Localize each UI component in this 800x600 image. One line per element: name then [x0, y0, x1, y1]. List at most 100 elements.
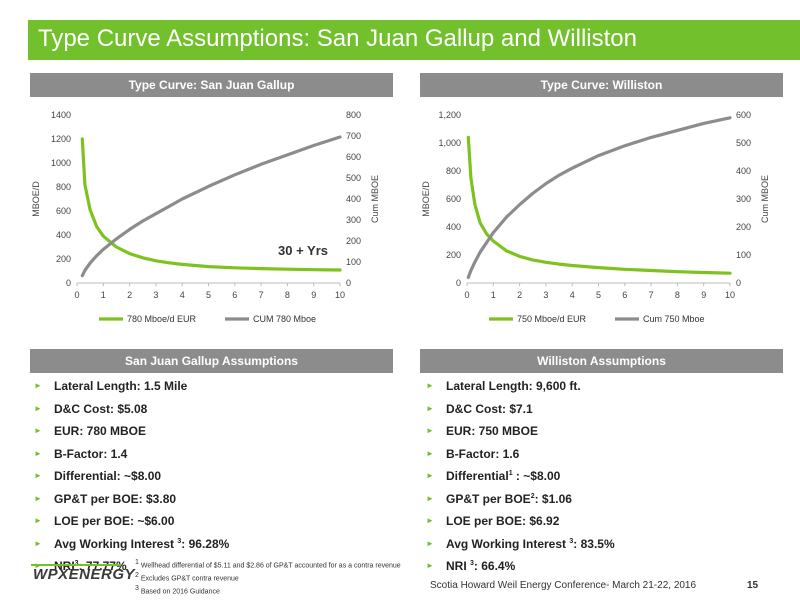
- y2-tick-label: 600: [736, 110, 751, 120]
- footnotes: 1 Wellhead differential of $5.11 and $2.…: [135, 558, 401, 596]
- williston-assumptions-list: ► Lateral Length: 9,600 ft. ► D&C Cost: $7.…: [424, 379, 615, 582]
- x-tick-label: 7: [259, 290, 264, 300]
- bullet-text: Lateral Length: 1.5 Mile: [54, 379, 188, 393]
- y-tick-label: 400: [56, 230, 71, 240]
- y2-tick-label: 700: [346, 131, 361, 141]
- left-chart-header: Type Curve: San Juan Gallup: [30, 73, 393, 97]
- bullet-text: 3: [74, 560, 79, 567]
- bullet-arrow-icon: ►: [34, 516, 42, 525]
- chart-williston-svg: 02004006008001,0001,20001002003004005006…: [421, 110, 770, 324]
- bullet-arrow-icon: ►: [34, 448, 42, 458]
- legend-label: 750 Mboe/d EUR: [517, 314, 587, 324]
- bullet-text: D&C Cost: $7.1: [446, 401, 533, 416]
- san-juan-bullet-5: ► GP&T per BOE: $3.80: [32, 492, 229, 515]
- bullet-text: 2: [530, 492, 535, 500]
- bullet-arrow-icon: ►: [34, 471, 42, 480]
- x-tick-label: 3: [153, 290, 158, 300]
- y2-tick-label: 400: [736, 166, 751, 176]
- bullet-text: LOE per BOE: ~$6.00: [54, 514, 175, 528]
- y-tick-label: 800: [56, 182, 71, 192]
- x-tick-label: 0: [74, 290, 79, 300]
- williston-bullet-8: ► NRI 3: 66.4%: [424, 559, 615, 582]
- bullet-arrow-icon: ►: [426, 561, 434, 570]
- bullet-text: 3: [470, 560, 474, 567]
- bullet-arrow-icon: ►: [426, 493, 434, 503]
- bullet-text: D&C Cost: $5.08: [54, 401, 148, 416]
- y-tick-label: 400: [446, 222, 461, 232]
- footnote-1: 1 Wellhead differential of $5.11 and $2.…: [135, 559, 401, 570]
- bullet-text: Avg Working Interest: [446, 536, 570, 551]
- y2-tick-label: 0: [346, 278, 351, 288]
- x-tick-label: 6: [622, 290, 627, 300]
- bullet-arrow-icon: ►: [426, 426, 434, 435]
- x-tick-label: 3: [543, 290, 548, 300]
- legend-label: 780 Mboe/d EUR: [127, 314, 197, 324]
- y-axis-title: MBOE/D: [421, 181, 431, 217]
- williston-bullet-5: ► GP&T per BOE2: $1.06: [424, 492, 615, 515]
- san-juan-bullet-4: ► Differential: ~$8.00: [32, 469, 229, 492]
- chart-san-juan: 0 200 400 600 800 1000 1200 1400 0 100 200 300 400 50…: [30, 100, 393, 335]
- title-bar: Type Curve Assumptions: San Juan Gallup …: [28, 20, 800, 60]
- y2-tick-label: 100: [736, 250, 751, 260]
- san-juan-assumptions-list: ► Lateral Length: 1.5 Mile ► D&C Cost: $5.0…: [32, 379, 229, 582]
- chart-san-juan-svg: 0200400600800100012001400010020030040050…: [31, 110, 380, 324]
- x-tick-label: 9: [311, 290, 316, 300]
- x-tick-label: 1: [491, 290, 496, 300]
- x-tick-label: 7: [649, 290, 654, 300]
- bullet-arrow-icon: ►: [426, 448, 434, 458]
- y-tick-label: 600: [446, 194, 461, 204]
- x-tick-label: 8: [285, 290, 290, 300]
- san-juan-bullet-7: ► Avg Working Interest 3: 96.28%: [32, 537, 229, 560]
- y-tick-label: 0: [456, 278, 461, 288]
- wpx-logo: WPXENERGY: [33, 566, 136, 583]
- bullet-arrow-icon: ►: [426, 381, 434, 390]
- logo-mark: [31, 564, 121, 566]
- bullet-text: : $1.06: [534, 491, 572, 506]
- x-tick-label: 8: [675, 290, 680, 300]
- x-tick-label: 10: [725, 290, 735, 300]
- y-tick-label: 800: [446, 166, 461, 176]
- bullet-text: Avg Working Interest: [54, 536, 178, 551]
- y2-tick-label: 200: [736, 222, 751, 232]
- bullet-text: Differential: [446, 469, 509, 483]
- y2-tick-label: 500: [346, 173, 361, 183]
- san-juan-bullet-6: ► LOE per BOE: ~$6.00: [32, 514, 229, 537]
- conference-text: Scotia Howard Weil Energy Conference- Ma…: [430, 580, 697, 591]
- bullet-text: : 83.5%: [573, 536, 615, 551]
- y-tick-label: 1,200: [438, 110, 461, 120]
- y2-axis-title: Cum MBOE: [760, 175, 770, 223]
- bullet-text: : 66.4%: [473, 559, 516, 573]
- series-line-1: [80, 137, 342, 272]
- y-tick-label: 1200: [51, 134, 71, 144]
- bullet-arrow-icon: ►: [426, 516, 434, 525]
- y-tick-label: 0: [66, 278, 71, 288]
- footnote-2: 2 Excludes GP&T contra revenue: [135, 571, 239, 583]
- y2-tick-label: 200: [346, 236, 361, 246]
- williston-bullet-3: ► B-Factor: 1.6: [424, 447, 615, 470]
- y2-tick-label: 300: [346, 215, 361, 225]
- y2-tick-label: 500: [736, 138, 751, 148]
- williston-bullet-0: ► Lateral Length: 9,600 ft.: [424, 379, 615, 402]
- bullet-text: : ~$8.00: [512, 469, 561, 483]
- y-tick-label: 1,000: [438, 138, 461, 148]
- series-line-2: [466, 116, 732, 279]
- y-axis-title: MBOE/D: [31, 181, 41, 217]
- annotation-30-years: 30 + Yrs: [278, 243, 328, 258]
- bullet-arrow-icon: ►: [34, 426, 42, 435]
- x-tick-label: 5: [596, 290, 601, 300]
- williston-assumptions-header: Williston Assumptions: [420, 349, 783, 373]
- x-tick-label: 9: [701, 290, 706, 300]
- williston-bullet-2: ► EUR: 750 MBOE: [424, 424, 615, 447]
- bullet-arrow-icon: ►: [34, 493, 42, 503]
- bullet-text: GP&T per BOE: $3.80: [54, 491, 177, 506]
- san-juan-bullet-1: ► D&C Cost: $5.08: [32, 402, 229, 425]
- bullet-text: 1: [508, 470, 513, 477]
- y-tick-label: 1000: [51, 158, 71, 168]
- x-tick-label: 0: [464, 290, 469, 300]
- bullet-text: GP&T per BOE: [446, 491, 531, 506]
- bullet-arrow-icon: ►: [34, 538, 42, 548]
- williston-bullet-1: ► D&C Cost: $7.1: [424, 402, 615, 425]
- x-tick-label: 6: [232, 290, 237, 300]
- footnote-3: 3 Based on 2016 Guidance: [135, 584, 220, 595]
- bullet-text: LOE per BOE: $6.92: [446, 514, 560, 528]
